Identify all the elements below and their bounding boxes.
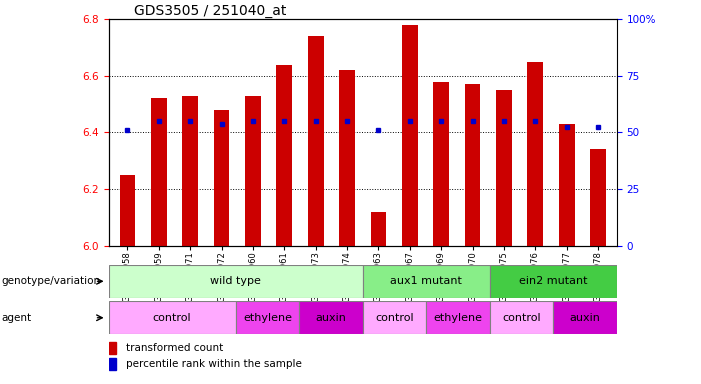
Bar: [490, 265, 617, 298]
Bar: [109, 301, 236, 334]
Text: percentile rank within the sample: percentile rank within the sample: [126, 359, 302, 369]
Bar: [371, 212, 386, 246]
Text: control: control: [375, 313, 414, 323]
Bar: [559, 124, 575, 246]
Bar: [109, 358, 116, 370]
Bar: [363, 301, 426, 334]
Bar: [363, 265, 490, 298]
Bar: [236, 301, 299, 334]
Text: auxin: auxin: [570, 313, 601, 323]
Bar: [490, 301, 553, 334]
Bar: [465, 84, 480, 246]
Text: control: control: [153, 313, 191, 323]
Bar: [402, 25, 418, 246]
Bar: [553, 301, 617, 334]
Text: transformed count: transformed count: [126, 343, 224, 353]
Bar: [182, 96, 198, 246]
Text: aux1 mutant: aux1 mutant: [390, 276, 462, 286]
Text: control: control: [503, 313, 541, 323]
Text: genotype/variation: genotype/variation: [1, 276, 100, 286]
Text: ethylene: ethylene: [243, 313, 292, 323]
Bar: [339, 70, 355, 246]
Text: auxin: auxin: [315, 313, 346, 323]
Bar: [426, 301, 490, 334]
Bar: [527, 62, 543, 246]
Bar: [214, 110, 229, 246]
Bar: [590, 149, 606, 246]
Bar: [109, 342, 116, 354]
Bar: [433, 81, 449, 246]
Bar: [308, 36, 324, 246]
Text: agent: agent: [1, 313, 32, 323]
Text: wild type: wild type: [210, 276, 261, 286]
Bar: [245, 96, 261, 246]
Bar: [109, 265, 363, 298]
Bar: [120, 175, 135, 246]
Bar: [299, 301, 363, 334]
Text: GDS3505 / 251040_at: GDS3505 / 251040_at: [134, 4, 287, 18]
Bar: [151, 99, 167, 246]
Bar: [496, 90, 512, 246]
Text: ethylene: ethylene: [433, 313, 482, 323]
Text: ein2 mutant: ein2 mutant: [519, 276, 587, 286]
Bar: [276, 65, 292, 246]
